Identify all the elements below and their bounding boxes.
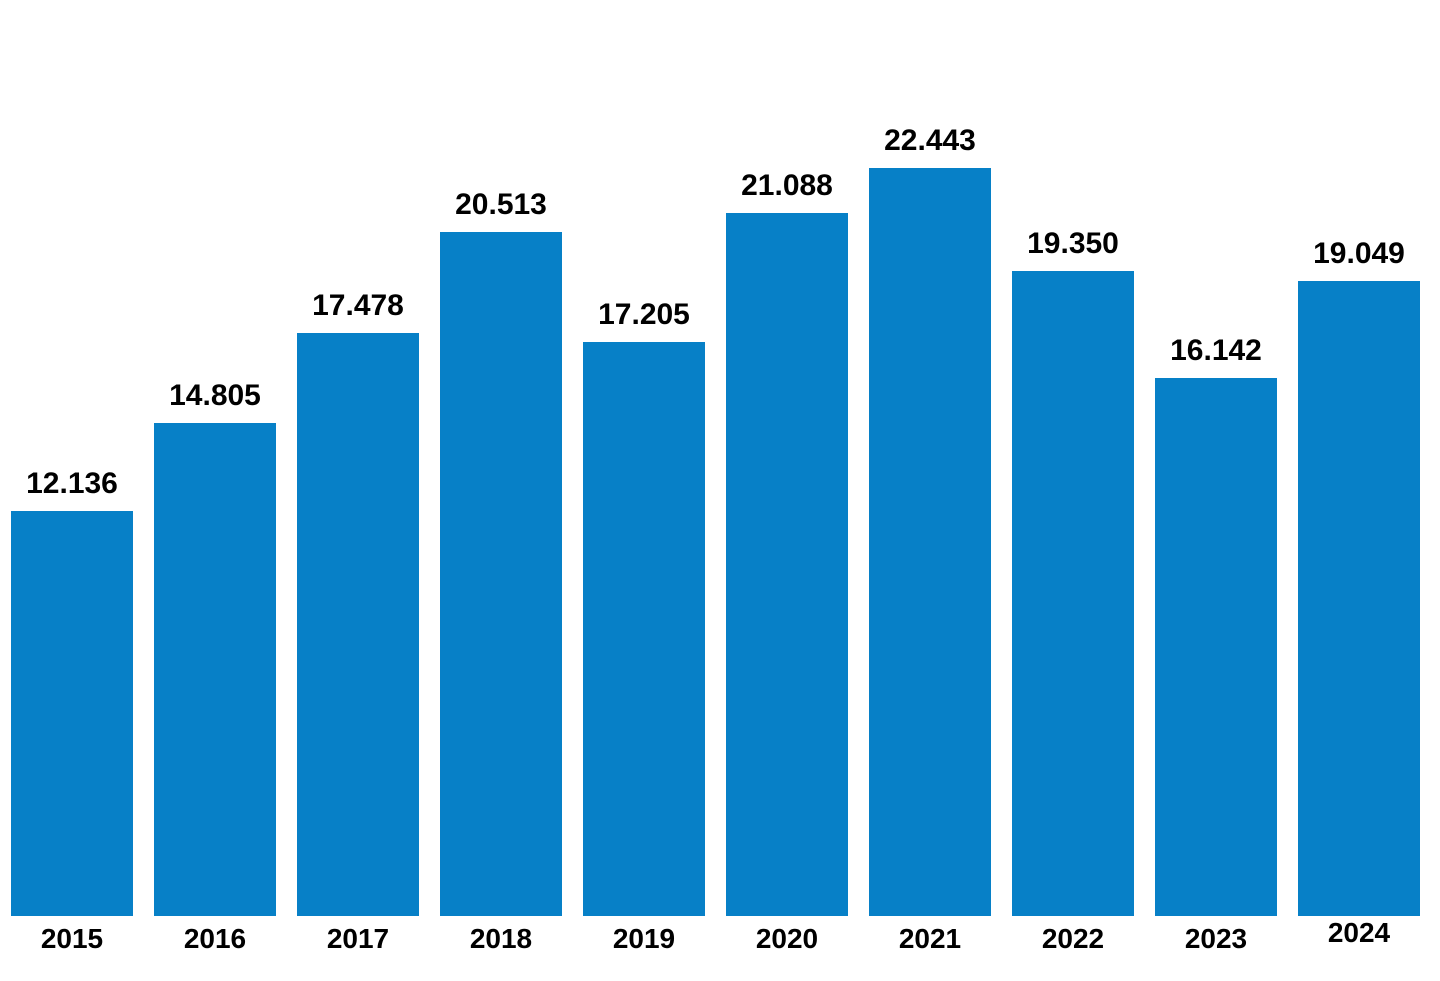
bar-value-label: 16.142 <box>1170 334 1262 367</box>
bar-2024 <box>1298 281 1420 916</box>
x-axis-label-2018: 2018 <box>469 923 533 954</box>
x-axis-label-2015: 2015 <box>40 923 104 954</box>
x-axis-label-2022: 2022 <box>1041 923 1105 954</box>
bar-group: 12.136 2015 <box>11 467 133 953</box>
x-axis-label-2020: 2020 <box>755 923 819 954</box>
bar-value-label: 19.049 <box>1313 237 1405 270</box>
plot-area: 12.136 2015 14.805 2016 17.478 2017 20.5… <box>11 116 1420 953</box>
bar-2019 <box>583 342 705 916</box>
x-axis-label-2024: 2024 <box>1327 917 1391 948</box>
bar-2016 <box>154 423 276 916</box>
bar-2015 <box>11 511 133 916</box>
bar-group: 19.049 2024 <box>1298 237 1420 947</box>
x-axis-label-2019: 2019 <box>612 923 676 954</box>
bar-group: 20.513 2018 <box>440 188 562 953</box>
bar-value-label: 17.478 <box>312 289 404 322</box>
bar-2022 <box>1012 271 1134 916</box>
bar-value-label: 22.443 <box>884 124 976 157</box>
x-axis-label-2023: 2023 <box>1184 923 1248 954</box>
bar-value-label: 20.513 <box>455 188 547 221</box>
bar-value-label: 17.205 <box>598 298 690 331</box>
x-axis-label-2021: 2021 <box>898 923 962 954</box>
bar-value-label: 14.805 <box>169 379 261 412</box>
bar-2018 <box>440 232 562 916</box>
bar-2020 <box>726 213 848 916</box>
bar-group: 21.088 2020 <box>726 169 848 953</box>
bar-2017 <box>297 333 419 916</box>
bar-group: 22.443 2021 <box>869 124 991 953</box>
bar-value-label: 12.136 <box>26 467 118 500</box>
bar-group: 19.350 2022 <box>1012 227 1134 953</box>
bar-group: 17.478 2017 <box>297 289 419 953</box>
bar-2023 <box>1155 378 1277 916</box>
x-axis-label-2017: 2017 <box>326 923 390 954</box>
bar-value-label: 21.088 <box>741 169 833 202</box>
bar-group: 17.205 2019 <box>583 298 705 953</box>
bar-group: 16.142 2023 <box>1155 334 1277 953</box>
bar-2021 <box>869 168 991 916</box>
bar-group: 14.805 2016 <box>154 379 276 953</box>
x-axis-label-2016: 2016 <box>183 923 247 954</box>
bar-value-label: 19.350 <box>1027 227 1119 260</box>
